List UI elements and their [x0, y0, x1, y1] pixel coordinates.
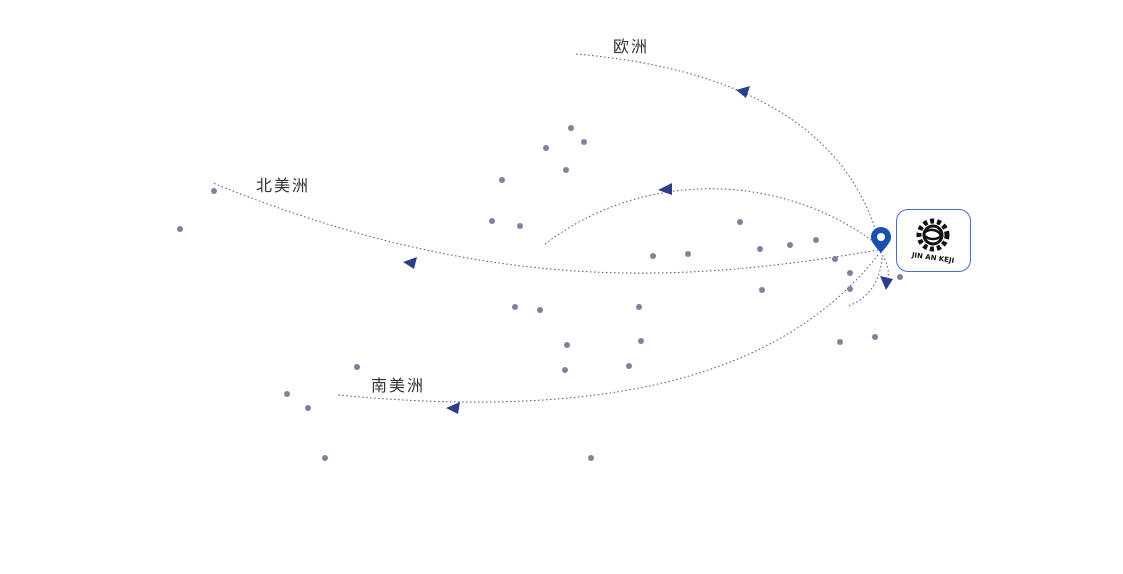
map-dot — [537, 307, 543, 313]
label-south-america: 南美洲 — [371, 376, 426, 395]
map-dot — [847, 286, 853, 292]
map-dot — [897, 274, 903, 280]
map-dot — [636, 304, 642, 310]
route-local — [879, 251, 889, 284]
route-north-america — [212, 182, 879, 274]
logo-text: JIN AN KEJI — [910, 251, 954, 265]
map-dot — [759, 287, 765, 293]
label-europe: 欧洲 — [613, 37, 650, 56]
map-dot — [322, 455, 328, 461]
location-pin-icon — [871, 227, 891, 253]
map-dot — [563, 167, 569, 173]
map-dot — [354, 364, 360, 370]
map-dot — [284, 391, 290, 397]
arrow-middle — [658, 183, 672, 195]
arrow-south-america — [446, 402, 460, 414]
map-dot — [177, 226, 183, 232]
map-dot — [517, 223, 523, 229]
route-europe — [575, 53, 879, 239]
map-dot — [872, 334, 878, 340]
map-dot — [305, 405, 311, 411]
map-dot — [543, 145, 549, 151]
arrow-north-america — [403, 257, 417, 269]
map-dot — [489, 218, 495, 224]
map-dot — [650, 253, 656, 259]
map-dot — [626, 363, 632, 369]
map-dot — [638, 338, 644, 344]
map-dot — [832, 256, 838, 262]
map-dot — [581, 139, 587, 145]
route-middle — [543, 188, 879, 246]
map-dot — [787, 242, 793, 248]
arrow-europe — [736, 86, 750, 98]
map-dot — [562, 367, 568, 373]
map-dot — [211, 188, 217, 194]
map-dot — [588, 455, 594, 461]
route-local-2 — [847, 257, 883, 307]
arrow-local — [880, 276, 893, 290]
map-dot — [847, 270, 853, 276]
map-dot — [564, 342, 570, 348]
company-logo-gear-icon: JIN AN KEJI — [910, 218, 955, 265]
company-logo: JIN AN KEJI — [896, 209, 971, 272]
map-dot — [685, 251, 691, 257]
map-dot — [499, 177, 505, 183]
map-dot — [568, 125, 574, 131]
dots-group — [177, 125, 903, 461]
map-dot — [837, 339, 843, 345]
map-dot — [512, 304, 518, 310]
route-south-america — [337, 254, 879, 403]
label-north-america: 北美洲 — [256, 176, 311, 195]
map-dot — [813, 237, 819, 243]
map-dot — [737, 219, 743, 225]
map-dot — [757, 246, 763, 252]
